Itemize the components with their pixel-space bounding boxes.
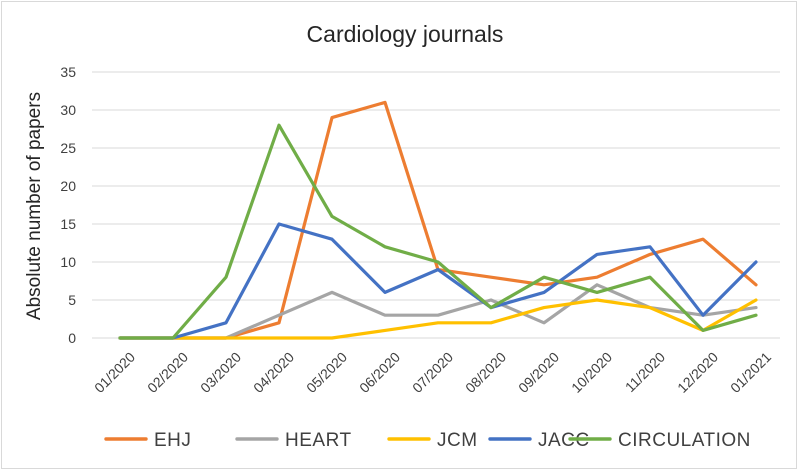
gridlines xyxy=(92,71,780,339)
legend-label: JACC xyxy=(538,430,590,451)
x-tick-label: 03/2020 xyxy=(197,349,244,396)
legend-label: HEART xyxy=(285,430,352,451)
series-line-ehj xyxy=(118,100,758,340)
y-axis-ticks: 0 5 10 15 20 25 30 35 xyxy=(60,64,76,346)
legend-label: EHJ xyxy=(154,430,191,451)
x-tick-label: 08/2020 xyxy=(462,349,509,396)
x-tick-label: 01/2021 xyxy=(727,349,774,396)
y-tick-label: 15 xyxy=(60,216,76,232)
x-tick-label: 06/2020 xyxy=(356,349,403,396)
series-line-jacc xyxy=(118,222,758,340)
series-line-jcm xyxy=(118,298,758,340)
y-tick-label: 10 xyxy=(60,254,76,270)
series-lines xyxy=(118,100,758,340)
y-tick-label: 20 xyxy=(60,178,76,194)
chart-title: Cardiology journals xyxy=(307,21,504,47)
y-tick-label: 5 xyxy=(68,292,76,308)
x-tick-label: 04/2020 xyxy=(250,349,297,396)
x-tick-label: 05/2020 xyxy=(303,349,350,396)
x-tick-label: 12/2020 xyxy=(674,349,721,396)
series-line-circulation xyxy=(118,123,758,340)
x-axis-ticks: 01/2020 02/2020 03/2020 04/2020 05/2020 06/20… xyxy=(91,349,774,396)
x-tick-label: 10/2020 xyxy=(568,349,615,396)
y-tick-label: 25 xyxy=(60,140,76,156)
x-tick-label: 07/2020 xyxy=(409,349,456,396)
legend-label: JCM xyxy=(437,430,478,451)
x-tick-label: 09/2020 xyxy=(515,349,562,396)
x-tick-label: 02/2020 xyxy=(144,349,191,396)
x-tick-label: 01/2020 xyxy=(91,349,138,396)
y-axis-label: Absolute number of papers xyxy=(24,92,45,320)
y-tick-label: 35 xyxy=(60,64,76,80)
legend: EHJ HEART JCM JACC CIRCULATION xyxy=(104,430,751,451)
y-tick-label: 0 xyxy=(68,330,76,346)
legend-label: CIRCULATION xyxy=(618,430,751,451)
x-tick-label: 11/2020 xyxy=(622,349,669,396)
y-tick-label: 30 xyxy=(60,102,76,118)
